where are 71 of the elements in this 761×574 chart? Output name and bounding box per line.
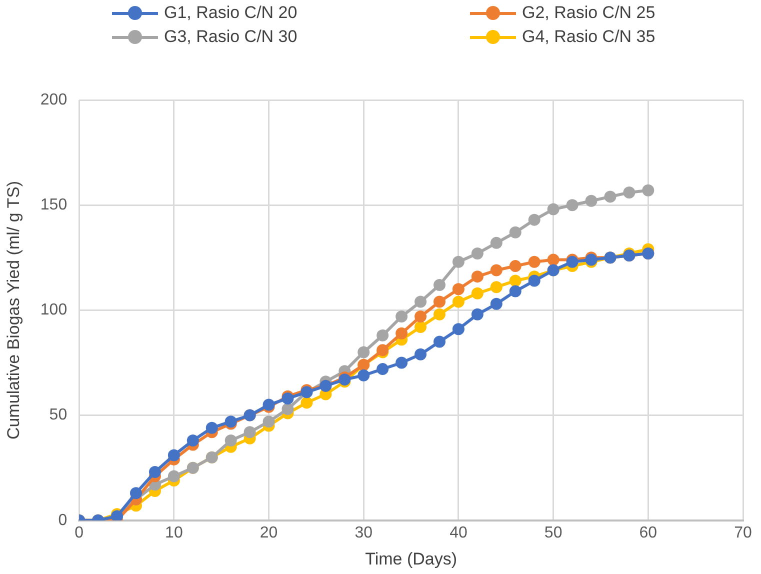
x-tick-label: 20 <box>260 524 278 542</box>
point <box>471 270 484 283</box>
x-tick-label: 30 <box>354 524 373 542</box>
point <box>186 434 199 447</box>
point <box>414 348 427 360</box>
point <box>471 308 484 320</box>
point <box>396 356 408 369</box>
point <box>168 449 180 462</box>
point <box>262 416 275 428</box>
point <box>414 296 427 308</box>
point <box>547 203 560 216</box>
point <box>148 466 161 478</box>
x-tick-label: 10 <box>165 524 183 542</box>
y-tick-label: 100 <box>40 302 68 319</box>
point <box>528 256 540 268</box>
point <box>623 186 636 198</box>
point <box>376 363 389 376</box>
legend-label: G1, Rasio C/N 20 <box>164 3 298 23</box>
point <box>471 287 484 300</box>
legend-label: G2, Rasio C/N 25 <box>522 3 656 23</box>
point <box>224 434 237 447</box>
x-tick-label: 70 <box>734 524 752 542</box>
point <box>358 369 370 382</box>
point <box>282 402 294 415</box>
point <box>452 323 464 336</box>
y-tick-label: 150 <box>40 196 68 214</box>
point <box>528 274 540 287</box>
point <box>434 336 446 348</box>
point <box>490 298 502 310</box>
point <box>490 264 502 276</box>
point <box>566 199 578 212</box>
point <box>642 184 654 196</box>
point <box>547 254 560 266</box>
point <box>300 396 313 409</box>
point <box>452 296 464 308</box>
point <box>434 296 446 308</box>
x-tick-label: 50 <box>544 524 562 542</box>
point <box>130 487 142 500</box>
point <box>585 194 598 207</box>
point <box>414 321 427 334</box>
point <box>509 274 522 287</box>
point <box>509 285 522 298</box>
point <box>471 247 484 260</box>
x-tick-label: 40 <box>450 524 468 542</box>
point <box>206 422 218 434</box>
y-tick-label: 50 <box>49 406 68 424</box>
point <box>244 426 256 438</box>
point <box>434 308 446 320</box>
x-axis-title: Time (Days) <box>365 549 458 568</box>
point <box>452 283 464 296</box>
y-axis-title: Cumulative Biogas Yied (ml/ g TS) <box>4 180 23 440</box>
x-tick-label: 0 <box>74 524 84 542</box>
point <box>452 256 464 268</box>
point <box>490 236 502 249</box>
y-tick-label: 200 <box>40 91 68 108</box>
point <box>604 190 616 203</box>
point <box>434 278 446 291</box>
point <box>509 260 522 272</box>
point <box>376 329 389 342</box>
point <box>168 470 180 482</box>
point <box>358 346 370 358</box>
y-tick-label: 0 <box>58 512 68 529</box>
point <box>396 327 408 340</box>
legend-label: G4, Rasio C/N 35 <box>522 27 656 47</box>
point <box>490 281 502 294</box>
legend-label: G3, Rasio C/N 30 <box>164 27 298 47</box>
point <box>509 226 522 238</box>
x-tick-label: 60 <box>639 524 658 542</box>
point <box>396 310 408 323</box>
point <box>528 214 540 226</box>
point <box>414 310 427 323</box>
